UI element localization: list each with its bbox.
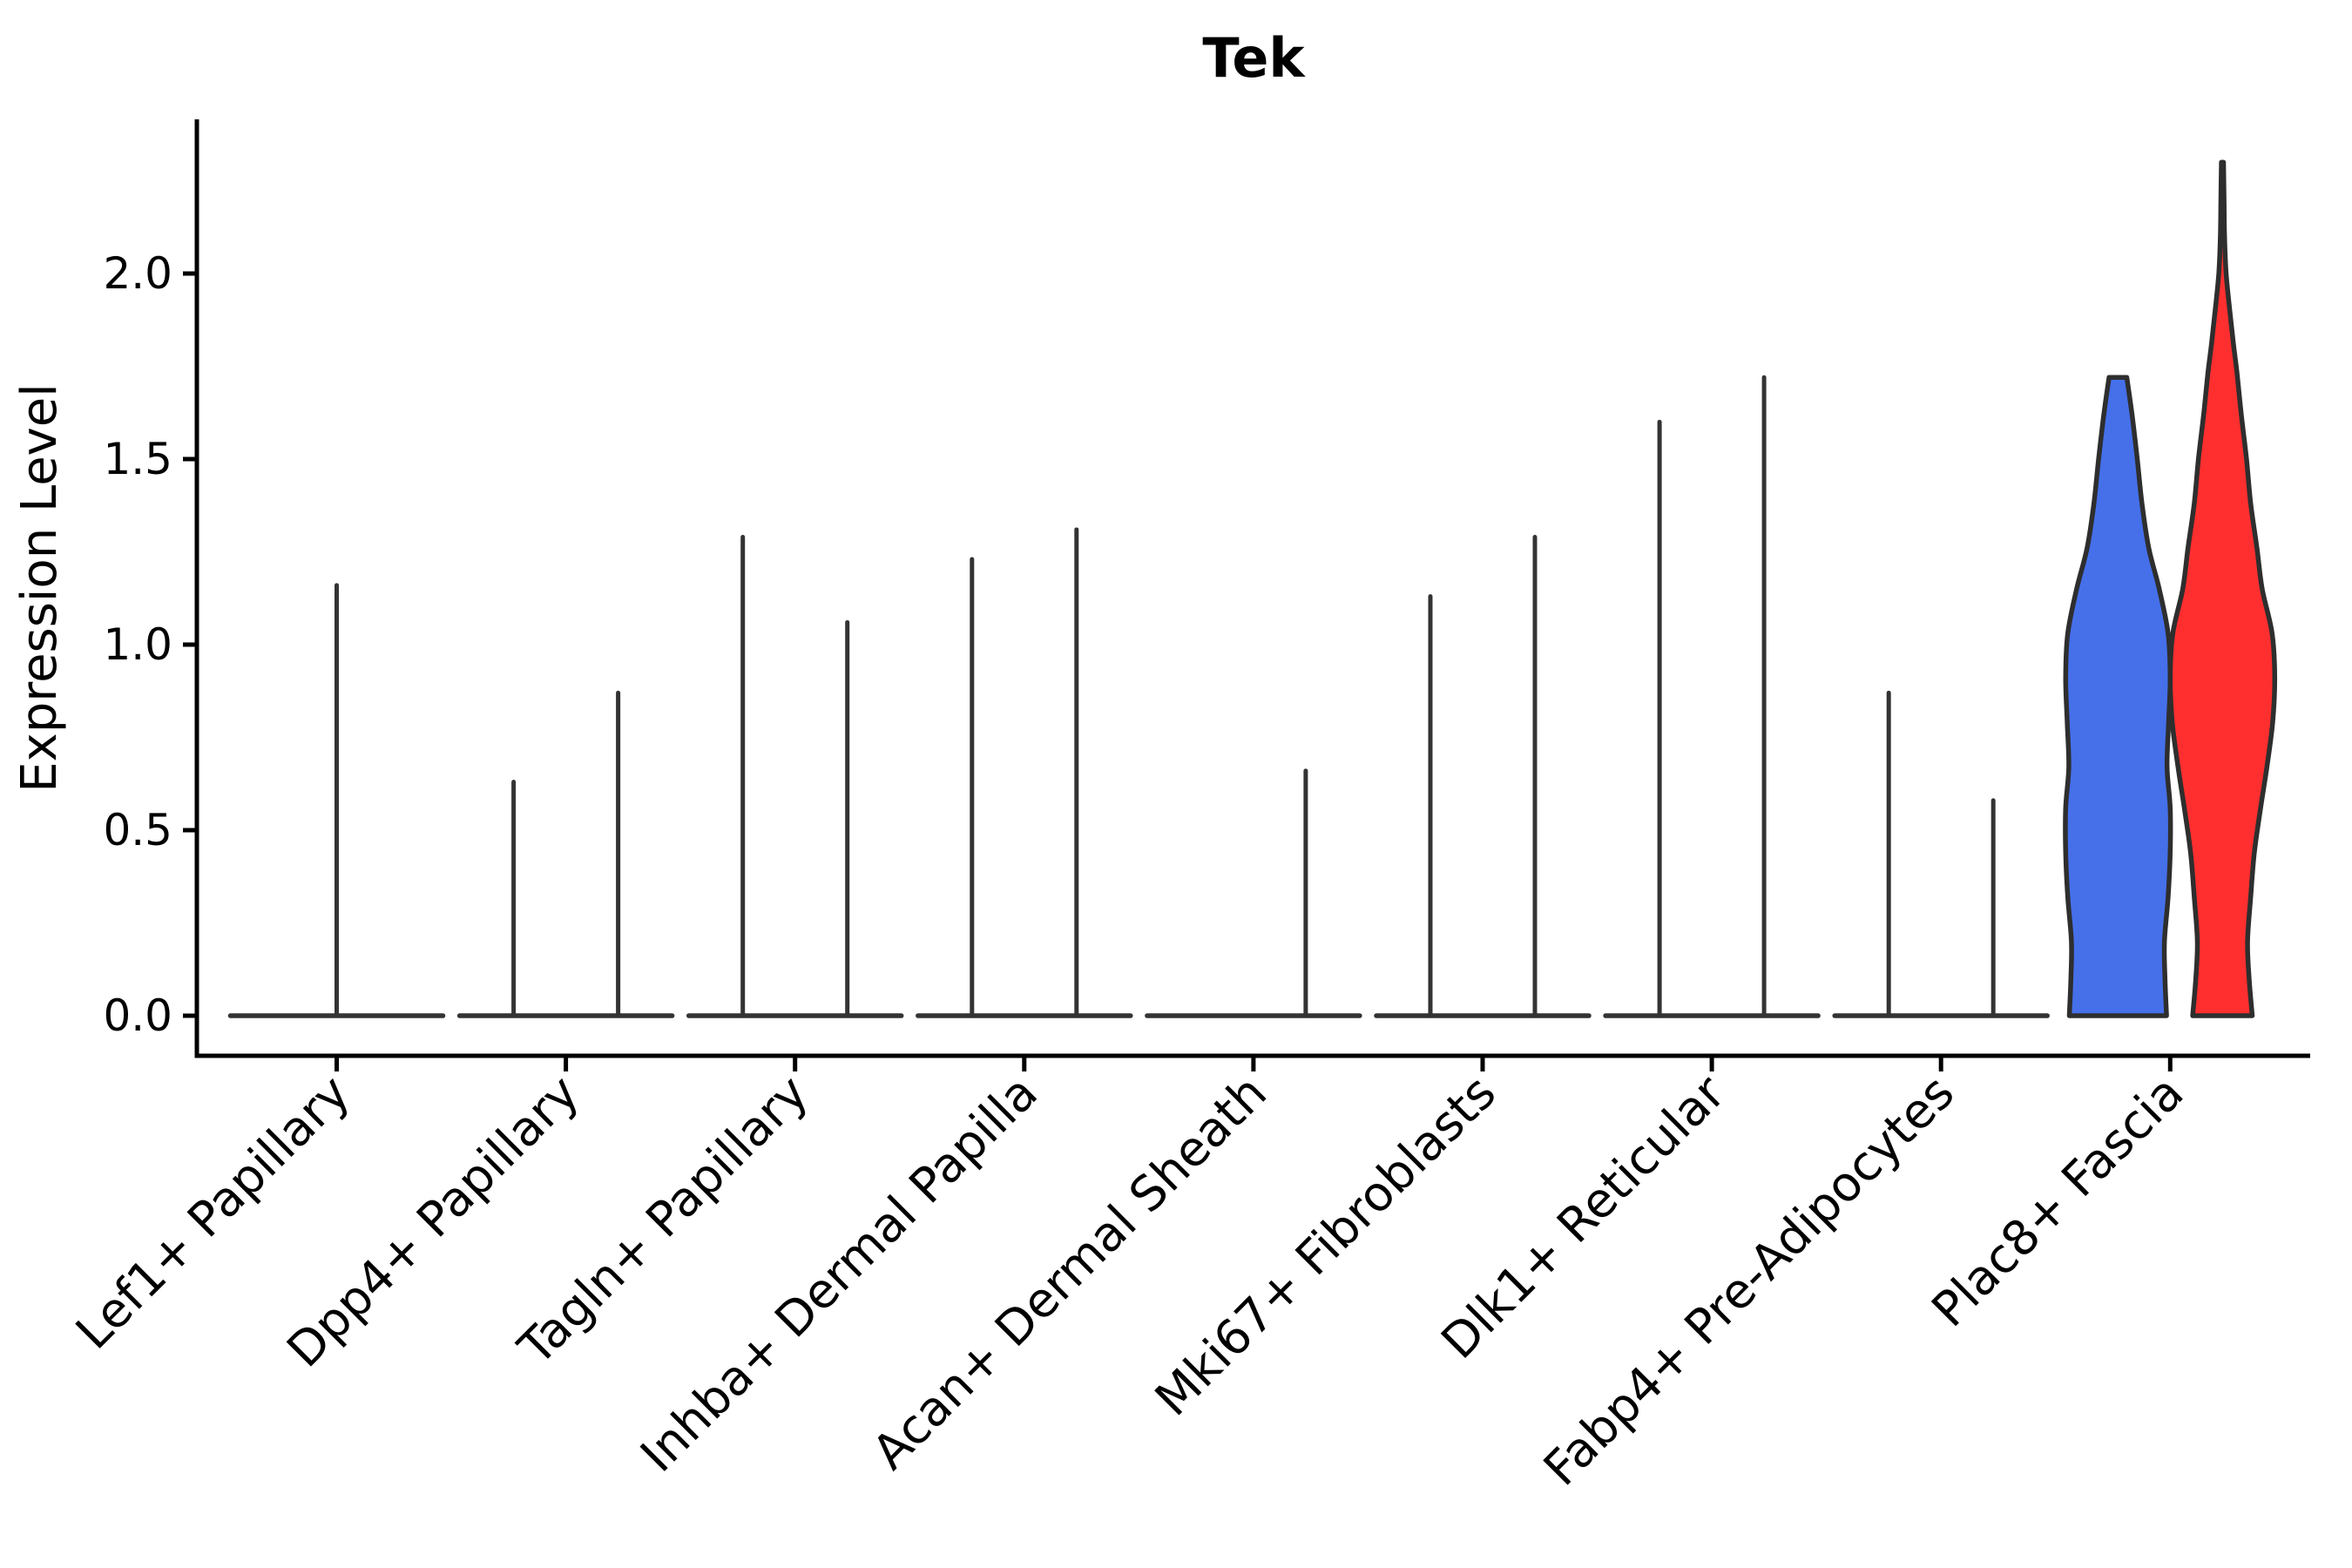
- x-tick-label: Inhba+ Dermal Papilla: [630, 1064, 1048, 1483]
- y-tick-label: 1.5: [103, 434, 172, 484]
- y-tick-label: 2.0: [103, 248, 172, 299]
- x-tick-label: Acan+ Dermal Sheath: [862, 1064, 1277, 1480]
- y-tick-label: 0.0: [103, 990, 172, 1041]
- x-tick-label: Fabp4+ Pre-Adipocytes: [1533, 1064, 1965, 1497]
- chart-title: Tek: [1202, 26, 1306, 90]
- violin-right: [2167, 159, 2278, 1018]
- y-tick-label: 1.0: [103, 619, 172, 670]
- violin-left: [2063, 375, 2173, 1018]
- y-axis-label: Expression Level: [11, 383, 68, 793]
- y-tick-label: 0.5: [103, 805, 172, 855]
